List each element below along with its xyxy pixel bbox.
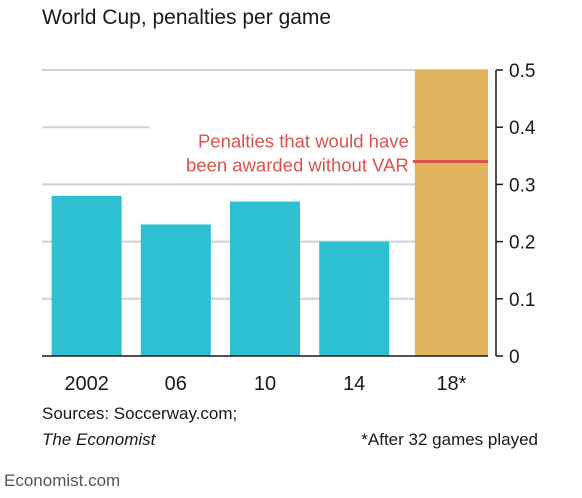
y-tick-label: 0 xyxy=(509,347,520,368)
annotation-line-2: been awarded without VAR xyxy=(186,155,409,176)
x-tick-label: 18* xyxy=(436,373,466,395)
x-tick-label: 14 xyxy=(343,373,365,395)
bars xyxy=(51,70,488,356)
x-tick-label: 2002 xyxy=(64,373,109,395)
bar xyxy=(319,241,390,356)
x-tick-label: 06 xyxy=(165,373,187,395)
x-tick-label: 10 xyxy=(254,373,276,395)
bar xyxy=(140,224,211,356)
y-tick-label: 0.3 xyxy=(509,175,535,196)
footnote: *After 32 games played xyxy=(361,430,538,449)
bar-highlight xyxy=(414,70,488,356)
reference: Penalties that would have been awarded w… xyxy=(150,125,488,178)
annotation-line-1: Penalties that would have xyxy=(198,131,409,152)
chart-title: World Cup, penalties per game xyxy=(42,6,331,29)
y-tick-label: 0.1 xyxy=(509,290,535,311)
brand-label: Economist.com xyxy=(4,471,120,490)
y-tick-label: 0.2 xyxy=(509,233,535,254)
bar xyxy=(230,201,300,356)
tick-labels: 0 0.1 0.2 0.3 0.4 0.5 2002 06 10 14 18* xyxy=(64,61,535,395)
source-line-1: Sources: Soccerway.com; xyxy=(42,404,237,423)
y-tick-label: 0.5 xyxy=(509,61,535,82)
bar xyxy=(51,195,122,356)
axes xyxy=(42,69,503,357)
y-tick-label: 0.4 xyxy=(509,118,536,139)
annotation-background xyxy=(150,125,413,178)
source-line-2: The Economist xyxy=(42,430,157,449)
